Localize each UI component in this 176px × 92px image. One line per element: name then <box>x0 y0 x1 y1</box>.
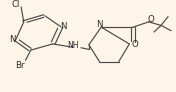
Text: N: N <box>60 22 67 31</box>
Text: N: N <box>96 20 103 29</box>
Text: NH: NH <box>67 41 79 50</box>
Text: Br: Br <box>15 61 25 70</box>
Text: O: O <box>147 15 154 24</box>
Text: O: O <box>132 40 139 49</box>
Text: N: N <box>9 35 15 44</box>
Text: Cl: Cl <box>12 0 20 9</box>
